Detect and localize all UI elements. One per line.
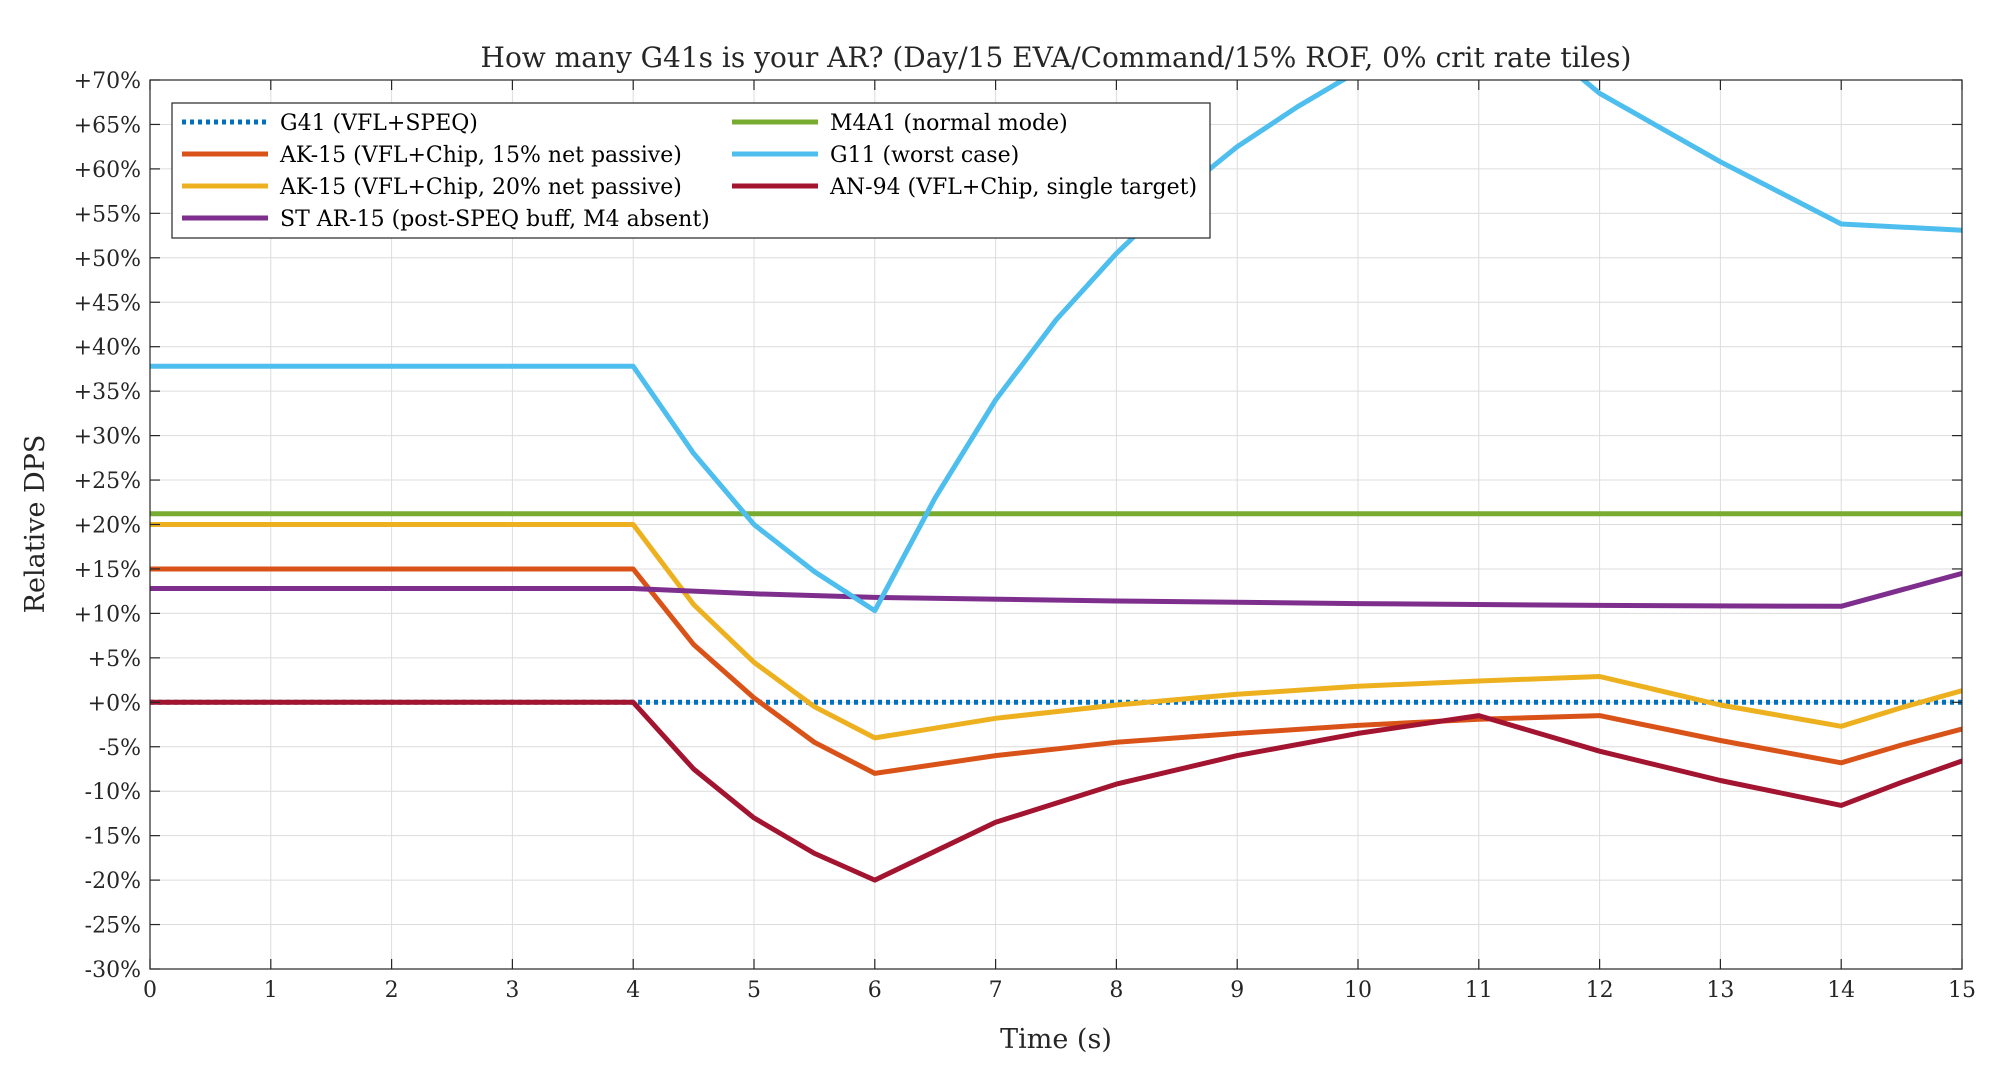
x-tick-label: 0 <box>143 978 157 1003</box>
y-tick-label: +0% <box>88 691 141 716</box>
y-tick-label: -30% <box>85 958 141 983</box>
series-line-7 <box>150 699 1962 883</box>
y-tick-label: +35% <box>74 380 141 405</box>
x-tick-label: 3 <box>505 978 519 1003</box>
y-tick-label: +55% <box>74 202 141 227</box>
legend-label: AK-15 (VFL+Chip, 20% net passive) <box>279 175 682 200</box>
series-line-3 <box>150 522 1962 741</box>
x-tick-label: 7 <box>989 978 1003 1003</box>
y-tick-label: -25% <box>85 914 141 939</box>
x-tick-label: 2 <box>385 978 399 1003</box>
legend-label: AK-15 (VFL+Chip, 15% net passive) <box>279 143 682 168</box>
y-tick-label: +10% <box>74 602 141 627</box>
x-tick-label: 6 <box>868 978 882 1003</box>
y-tick-label: +70% <box>74 69 141 94</box>
x-tick-label: 1 <box>264 978 278 1003</box>
y-tick-label: -10% <box>85 780 141 805</box>
x-tick-label: 12 <box>1586 978 1614 1003</box>
x-tick-label: 15 <box>1948 978 1976 1003</box>
x-tick-label: 5 <box>747 978 761 1003</box>
x-axis-label: Time (s) <box>1000 1024 1112 1055</box>
x-tick-label: 13 <box>1706 978 1734 1003</box>
legend-label: ST AR-15 (post-SPEQ buff, M4 absent) <box>280 207 710 232</box>
legend-label: M4A1 (normal mode) <box>830 111 1068 136</box>
x-tick-label: 10 <box>1344 978 1372 1003</box>
y-tick-label: +45% <box>74 291 141 316</box>
x-tick-label: 11 <box>1465 978 1493 1003</box>
series-line-2 <box>150 566 1962 776</box>
y-tick-label: +15% <box>74 558 141 583</box>
x-tick-label: 4 <box>626 978 640 1003</box>
y-axis-label: Relative DPS <box>20 435 51 614</box>
x-tick-label: 8 <box>1109 978 1123 1003</box>
y-tick-label: -20% <box>85 869 141 894</box>
legend-label: G11 (worst case) <box>830 143 1019 168</box>
y-tick-label: -5% <box>99 736 141 761</box>
y-tick-label: +20% <box>74 514 141 539</box>
y-tick-label: +5% <box>88 647 141 672</box>
legend: G41 (VFL+SPEQ) AK-15 (VFL+Chip, 15% net p… <box>171 102 1211 239</box>
x-tick-label: 9 <box>1230 978 1244 1003</box>
y-tick-label: +30% <box>74 425 141 450</box>
y-tick-label: +50% <box>74 247 141 272</box>
y-tick-label: +25% <box>74 469 141 494</box>
y-tick-label: +40% <box>74 336 141 361</box>
y-tick-label: +65% <box>74 113 141 138</box>
series-line-4 <box>150 570 1962 609</box>
y-tick-label: -15% <box>85 825 141 850</box>
y-tick-label: +60% <box>74 158 141 183</box>
ticks: 0 1 2 3 4 5 6 7 8 9 10 11 12 13 14 15-30%-25%-20%-15%-1… <box>74 69 1976 1003</box>
legend-label: G41 (VFL+SPEQ) <box>280 111 478 136</box>
chart-title: How many G41s is your AR? (Day/15 EVA/Co… <box>481 41 1632 74</box>
legend-label: AN-94 (VFL+Chip, single target) <box>829 175 1197 200</box>
legend-box <box>171 102 1211 239</box>
x-tick-label: 14 <box>1827 978 1855 1003</box>
